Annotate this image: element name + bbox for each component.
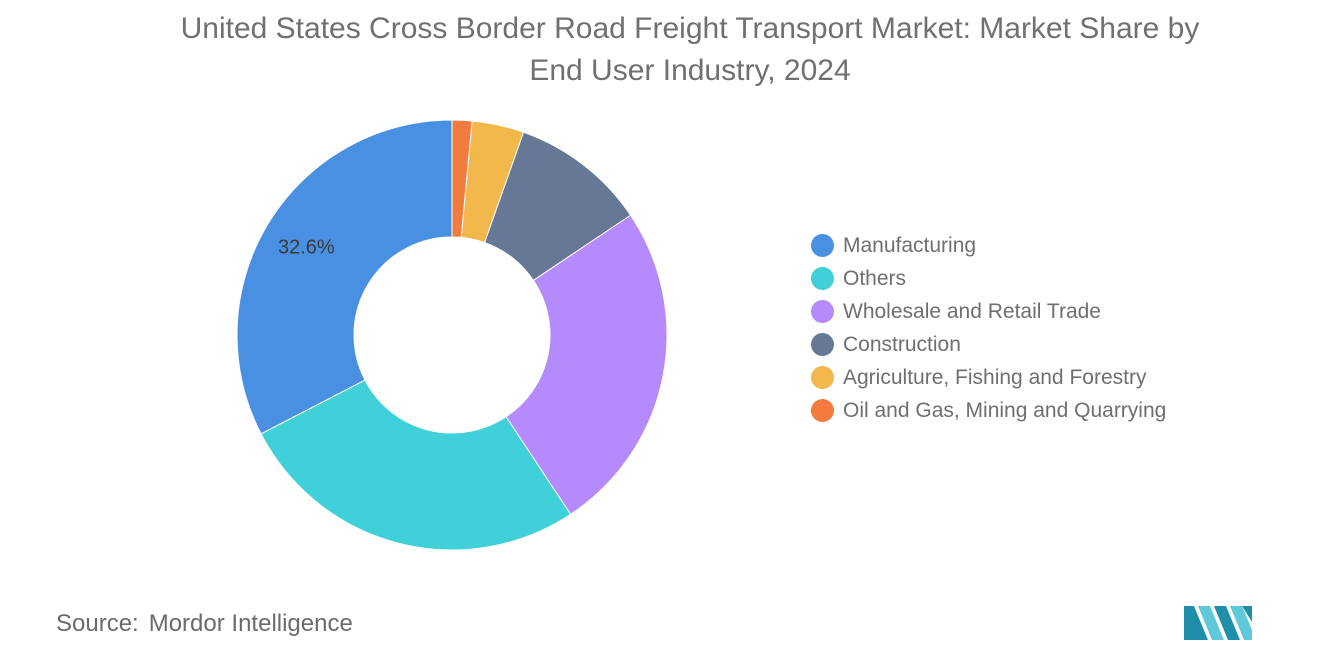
donut-slice-others <box>260 379 572 551</box>
chart-legend: Manufacturing Others Wholesale and Retail … <box>811 229 1281 427</box>
legend-label: Others <box>843 266 907 290</box>
chart-title-line-2: End User Industry, 2024 <box>529 54 851 87</box>
donut-slice-wholesale-and-retail-trade <box>505 214 668 516</box>
legend-swatch-icon <box>811 366 834 389</box>
source-label: Source: <box>56 610 139 637</box>
chart-title: United States Cross Border Road Freight … <box>90 8 1290 92</box>
legend-item: Others <box>811 262 1281 295</box>
legend-label: Manufacturing <box>843 233 977 257</box>
legend-item: Wholesale and Retail Trade <box>811 295 1281 328</box>
legend-swatch-icon <box>811 399 834 422</box>
legend-item: Construction <box>811 328 1281 361</box>
source-value: Mordor Intelligence <box>148 610 353 637</box>
legend-swatch-icon <box>811 300 834 323</box>
chart-title-line-1: United States Cross Border Road Freight … <box>180 12 1200 45</box>
mordor-intelligence-logo-icon <box>1184 606 1252 640</box>
legend-item: Agriculture, Fishing and Forestry <box>811 361 1281 394</box>
legend-swatch-icon <box>811 267 834 290</box>
source-note: Source: Mordor Intelligence <box>56 610 353 638</box>
legend-swatch-icon <box>811 333 834 356</box>
legend-label: Wholesale and Retail Trade <box>843 299 1101 323</box>
donut-slice-manufacturing <box>236 119 453 435</box>
legend-item: Oil and Gas, Mining and Quarrying <box>811 394 1281 427</box>
legend-label: Construction <box>843 332 961 356</box>
legend-label: Agriculture, Fishing and Forestry <box>843 365 1147 389</box>
data-label-manufacturing: 32.6% <box>278 236 335 258</box>
legend-label: Oil and Gas, Mining and Quarrying <box>843 398 1167 422</box>
legend-swatch-icon <box>811 234 834 257</box>
legend-item: Manufacturing <box>811 229 1281 262</box>
